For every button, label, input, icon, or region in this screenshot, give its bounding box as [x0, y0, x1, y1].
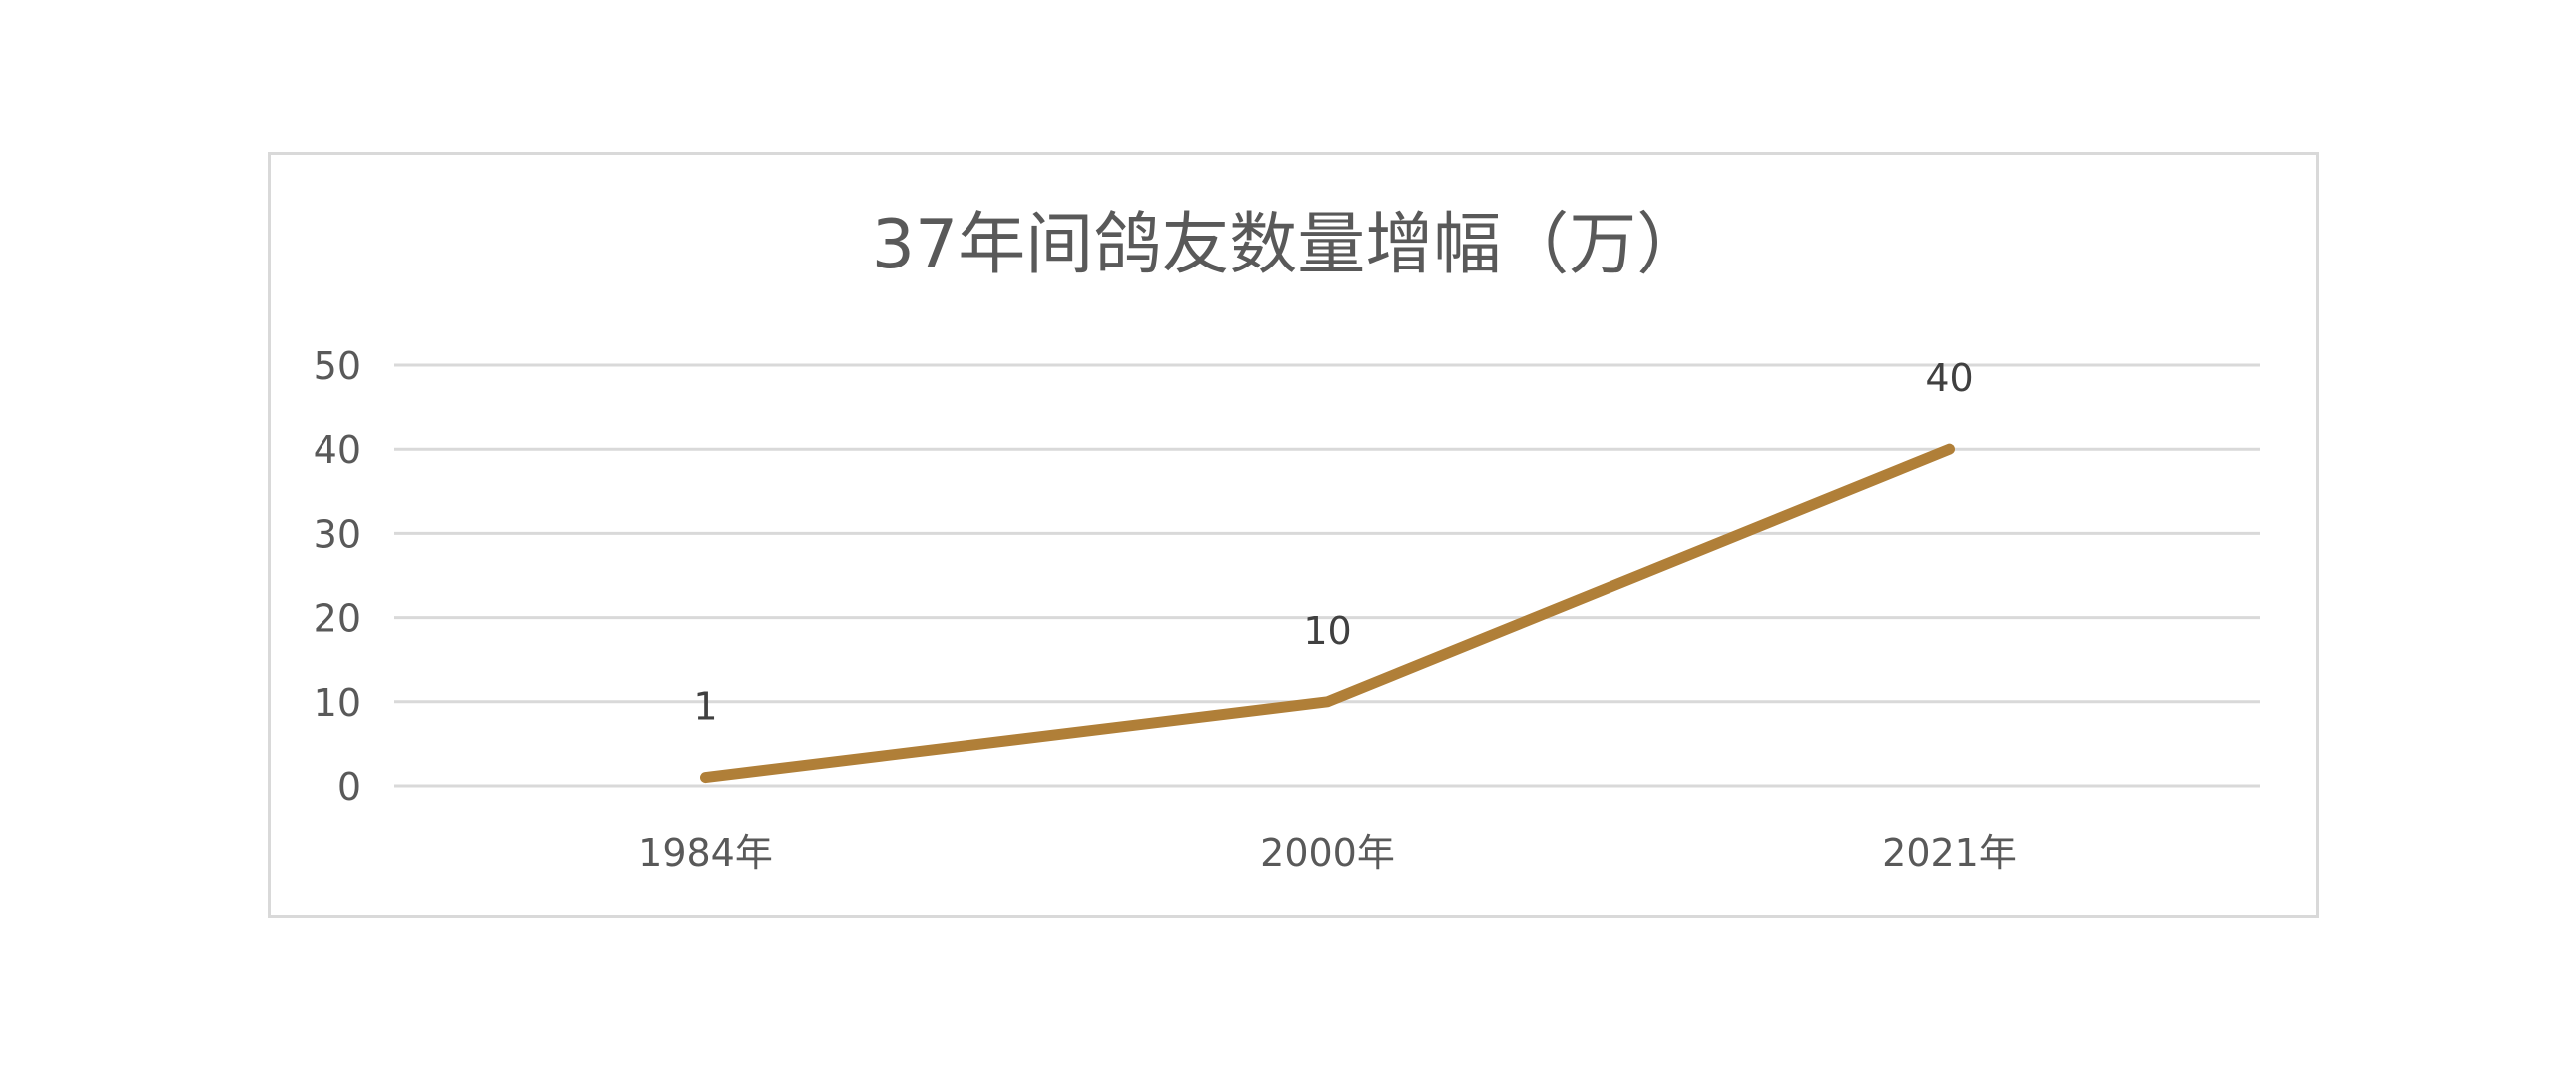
y-tick-label: 20: [314, 597, 361, 641]
y-tick-label: 10: [314, 681, 361, 725]
data-label: 40: [1925, 356, 1973, 400]
chart-title: 37年间鸽友数量增幅（万）: [872, 206, 1705, 284]
y-tick-label: 0: [337, 765, 361, 808]
data-label: 10: [1303, 609, 1351, 653]
x-tick-label: 1984年: [638, 831, 773, 875]
x-tick-label: 2000年: [1260, 831, 1395, 875]
x-tick-label: 2021年: [1882, 831, 2017, 875]
chart-frame: [268, 152, 2319, 918]
data-point: [1326, 700, 1329, 703]
y-tick-label: 50: [314, 344, 361, 388]
y-tick-label: 30: [314, 512, 361, 556]
data-point: [704, 776, 707, 779]
y-tick-label: 40: [314, 428, 361, 472]
data-point: [1948, 448, 1951, 451]
data-label: 1: [693, 685, 717, 729]
